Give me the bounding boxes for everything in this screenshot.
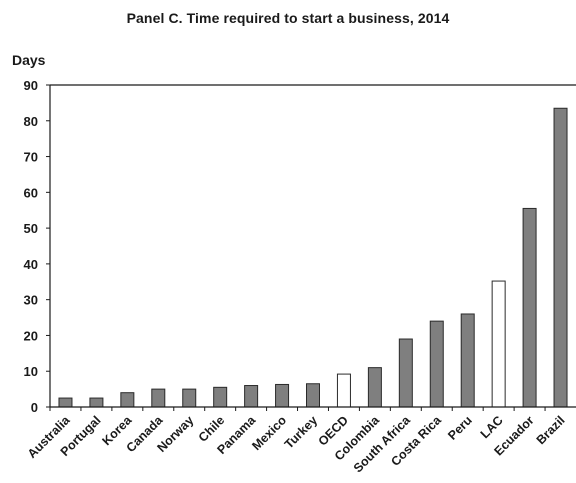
y-tick-label: 90 [24, 78, 38, 93]
bar-peru [460, 313, 475, 408]
bar-brazil [553, 107, 568, 408]
chart-title: Panel C. Time required to start a busine… [126, 10, 450, 26]
bar-colombia [367, 367, 382, 408]
bar-ecuador [522, 207, 537, 408]
x-tick-label: Brazil [534, 413, 568, 447]
x-tick-label: Turkey [282, 413, 320, 451]
x-tick-label: Mexico [249, 413, 289, 453]
x-tick-label: Peru [445, 413, 475, 443]
bars [58, 107, 568, 408]
y-tick-label: 60 [24, 185, 38, 200]
bar-australia [58, 397, 73, 408]
bar-korea [120, 392, 135, 408]
y-tick-label: 40 [24, 257, 38, 272]
bar-turkey [306, 383, 320, 408]
y-tick-label: 10 [24, 364, 38, 379]
y-tick-label: 70 [24, 150, 38, 165]
bar-panama [244, 385, 259, 408]
y-tick-labels: 0 10 20 30 40 50 60 70 80 90 [24, 78, 38, 415]
bar-south-africa [398, 338, 413, 408]
y-tick-label: 50 [24, 221, 38, 236]
bar-canada [151, 388, 166, 408]
axes [46, 84, 576, 411]
bar-costa-rica [429, 320, 444, 408]
y-tick-label: 30 [24, 293, 38, 308]
y-tick-label: 0 [31, 400, 38, 415]
bar-norway [182, 388, 197, 408]
bar-chile [213, 386, 228, 408]
bar-mexico [275, 383, 290, 408]
bar-lac [491, 280, 506, 408]
bar-portugal [89, 397, 104, 408]
y-tick-label: 20 [24, 328, 38, 343]
y-axis-label: Days [12, 52, 46, 68]
bar-oecd [336, 373, 351, 408]
y-tick-label: 80 [24, 114, 38, 129]
